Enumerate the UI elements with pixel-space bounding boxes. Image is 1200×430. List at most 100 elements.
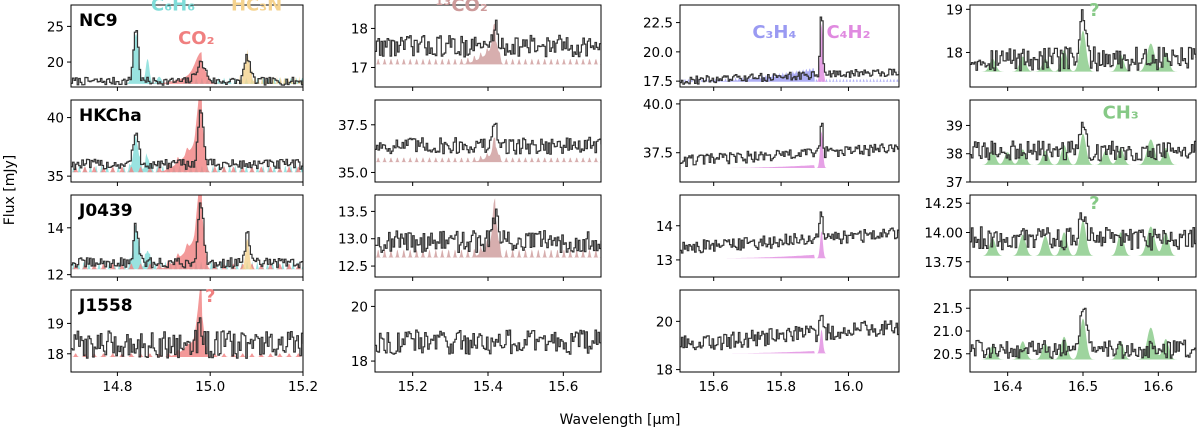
molecule-label-c3h4: C₃H₄ bbox=[752, 22, 796, 43]
y-tick-label: 13.5 bbox=[338, 204, 368, 220]
y-tick-label: 22.5 bbox=[643, 16, 673, 32]
molecule-label-question: ? bbox=[1089, 0, 1099, 21]
source-label: J1558 bbox=[78, 296, 133, 316]
spectrum-line bbox=[71, 317, 303, 359]
panel-plot-area bbox=[970, 307, 1196, 360]
panel-frame bbox=[70, 99, 304, 183]
x-tick-label: 14.8 bbox=[102, 379, 132, 395]
spectrum-line bbox=[71, 109, 303, 171]
x-tick-label: 16.4 bbox=[993, 379, 1023, 395]
x-axis-label: Wavelength [μm] bbox=[560, 412, 681, 428]
y-tick-label: 18 bbox=[946, 45, 963, 61]
y-tick-label: 13.0 bbox=[338, 232, 368, 248]
y-tick-label: 18 bbox=[351, 21, 368, 37]
panel-plot-area bbox=[680, 16, 899, 85]
y-tick-label: 18 bbox=[656, 363, 673, 379]
panel-grid: 20 25 C₆H₆ CO₂ HC₃N NC9 17 18 ¹³CO₂ 17.5 20.0 22.5 C… bbox=[47, 0, 1197, 395]
panel-j1558-1: 18 19 14.8 15.0 15.2? J1558 bbox=[47, 286, 318, 395]
panel-j0439-2: 12.5 13.0 13.5 bbox=[338, 194, 602, 281]
molecule-label-c4h2: C₄H₂ bbox=[826, 22, 870, 43]
x-tick-label: 15.8 bbox=[766, 379, 796, 395]
y-tick-label: 37.5 bbox=[338, 118, 368, 134]
model-fill-13co2 bbox=[375, 198, 601, 258]
y-tick-label: 12 bbox=[47, 268, 64, 284]
panel-frame bbox=[70, 194, 304, 278]
y-tick-label: 35 bbox=[47, 169, 64, 185]
y-tick-label: 18 bbox=[47, 347, 64, 363]
source-label: NC9 bbox=[79, 11, 118, 31]
y-tick-label: 14 bbox=[47, 221, 64, 237]
panel-frame bbox=[679, 99, 900, 183]
model-fill-c2h2 bbox=[71, 34, 303, 84]
y-tick-label: 14.00 bbox=[924, 225, 963, 241]
panel-plot-area bbox=[680, 211, 899, 259]
panel-plot-area bbox=[970, 212, 1196, 256]
panel-plot-area bbox=[375, 198, 601, 258]
panel-nc9-1: 20 25 C₆H₆ CO₂ HC₃N NC9 bbox=[47, 0, 304, 91]
molecule-label-hc3n: HC₃N bbox=[231, 0, 282, 16]
x-tick-label: 16.5 bbox=[1068, 379, 1098, 395]
panel-j0439-3: 13 14 bbox=[656, 194, 900, 281]
model-fill-ch3 bbox=[970, 318, 1196, 360]
y-tick-label: 20 bbox=[656, 314, 673, 330]
panel-nc9-3: 17.5 20.0 22.5 C₃H₄ C₄H₂ bbox=[643, 4, 900, 91]
panel-plot-area bbox=[71, 100, 303, 173]
panel-j0439-4: 13.75 14.00 14.25? bbox=[924, 193, 1197, 281]
panel-hkcha-4: 37 38 39 CH₃ bbox=[946, 99, 1197, 191]
x-tick-label: 15.4 bbox=[473, 379, 503, 395]
x-tick-label: 15.0 bbox=[195, 379, 225, 395]
spectrum-line bbox=[680, 16, 899, 85]
panel-j1558-2: 18 20 15.2 15.4 15.6 bbox=[351, 289, 602, 395]
molecule-label-co2: CO₂ bbox=[178, 28, 214, 49]
y-tick-label: 38 bbox=[946, 147, 963, 163]
y-tick-label: 19 bbox=[47, 316, 64, 332]
spectrum-line bbox=[375, 329, 601, 355]
model-fill-13co2 bbox=[375, 23, 601, 65]
y-tick-label: 20.5 bbox=[933, 347, 963, 363]
panel-frame bbox=[374, 289, 602, 373]
model-fill-ch3 bbox=[970, 30, 1196, 72]
panel-j0439-1: 12 14 J0439 bbox=[47, 194, 304, 284]
panel-plot-area bbox=[71, 30, 303, 86]
y-tick-label: 13 bbox=[656, 253, 673, 269]
panel-frame bbox=[70, 4, 304, 88]
y-tick-label: 37.5 bbox=[643, 146, 673, 162]
y-tick-label: 12.5 bbox=[338, 259, 368, 275]
y-tick-label: 40.0 bbox=[643, 97, 673, 113]
model-fill-hc3n bbox=[71, 49, 303, 84]
molecule-label-ch3: CH₃ bbox=[1103, 102, 1139, 123]
y-tick-label: 39 bbox=[946, 118, 963, 134]
spectrum-line bbox=[680, 122, 899, 167]
spectrum-line bbox=[375, 208, 601, 253]
y-tick-label: 20.0 bbox=[643, 45, 673, 61]
panel-plot-area bbox=[970, 9, 1196, 72]
panel-nc9-2: 17 18 ¹³CO₂ bbox=[351, 0, 602, 91]
molecule-label-13co2: ¹³CO₂ bbox=[436, 0, 488, 16]
model-fill-c4h2 bbox=[680, 329, 899, 354]
spectrum-line bbox=[680, 211, 899, 254]
panel-hkcha-1: 35 40 HKCha bbox=[47, 99, 304, 186]
y-tick-label: 21.5 bbox=[933, 301, 963, 317]
y-tick-label: 37 bbox=[946, 175, 963, 191]
y-tick-label: 17.5 bbox=[643, 74, 673, 90]
model-fill-ch3 bbox=[970, 133, 1196, 165]
y-tick-label: 18 bbox=[351, 354, 368, 370]
spectrum-line bbox=[71, 202, 303, 269]
model-fill-13co2 bbox=[375, 137, 601, 163]
source-label: J0439 bbox=[78, 201, 133, 221]
model-fill-co2 bbox=[71, 195, 303, 270]
y-axis-label: Flux [mJy] bbox=[2, 155, 18, 226]
y-tick-label: 19 bbox=[946, 2, 963, 18]
spectrum-line bbox=[970, 212, 1196, 251]
spectrum-line bbox=[970, 9, 1196, 72]
model-fill-ch3 bbox=[970, 220, 1196, 256]
spectrum-line bbox=[375, 122, 601, 155]
panel-frame bbox=[679, 194, 900, 278]
panel-nc9-4: 18 19? bbox=[946, 0, 1197, 91]
molecule-label-question_red: ? bbox=[205, 286, 215, 307]
spectrum-line bbox=[71, 30, 303, 86]
source-label: HKCha bbox=[79, 106, 142, 126]
x-tick-label: 15.6 bbox=[699, 379, 729, 395]
model-fill-c3h4 bbox=[680, 68, 899, 82]
